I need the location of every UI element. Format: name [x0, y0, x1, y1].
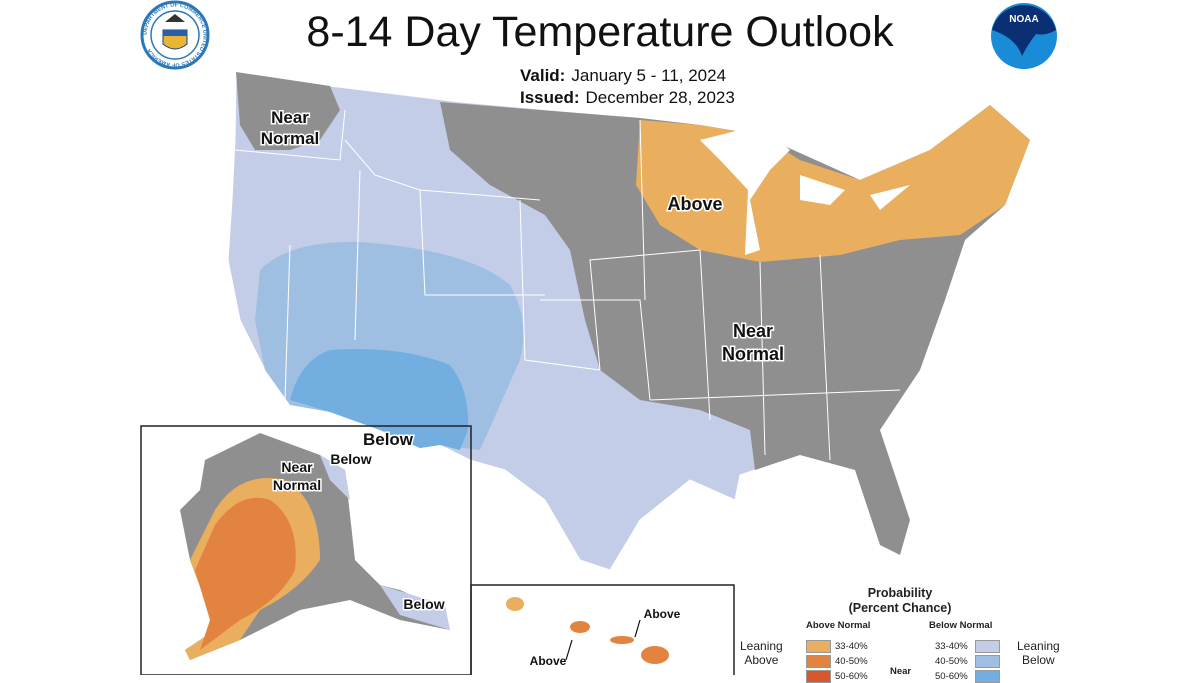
issued-date: Issued: December 28, 2023	[520, 88, 735, 108]
pct-below-50-60: 50-60%	[935, 671, 968, 682]
pct-above-40-50: 40-50%	[835, 656, 868, 667]
legend-above-header: Above Normal	[806, 620, 871, 631]
label-ak-normal: Normal	[273, 477, 321, 493]
hawaii-inset-frame	[470, 584, 735, 675]
issued-label: Issued:	[520, 88, 580, 107]
valid-value: January 5 - 11, 2024	[571, 66, 727, 85]
leaning-above-line2: Above	[744, 653, 779, 667]
hawaii-inset	[506, 597, 669, 664]
noaa-logo-text: NOAA	[1009, 14, 1038, 25]
pct-below-33-40: 33-40%	[935, 641, 968, 652]
alaska-inset-frame	[140, 425, 472, 675]
hawaii-label-leaders	[565, 619, 641, 661]
swatch-below-33-40	[975, 640, 1000, 653]
leaning-below-line1: Leaning	[1017, 639, 1060, 653]
swatch-above-40-50	[806, 655, 831, 668]
state-boundaries	[234, 109, 901, 461]
label-ak-near: Near	[281, 459, 313, 475]
pct-below-40-50: 40-50%	[935, 656, 968, 667]
pct-above-33-40: 33-40%	[835, 641, 868, 652]
swatch-above-50-60	[806, 670, 831, 683]
label-nw-normal: Normal	[261, 129, 320, 148]
swatch-below-40-50	[975, 655, 1000, 668]
region-near-normal-northwest	[236, 72, 340, 150]
pct-above-50-60: 50-60%	[835, 671, 868, 682]
swatch-below-50-60	[975, 670, 1000, 683]
valid-dates: Valid: January 5 - 11, 2024	[520, 66, 726, 86]
label-above-great-lakes: Above	[667, 194, 722, 214]
label-ak-below-southeast: Below	[403, 596, 444, 612]
legend-below-header: Below Normal	[929, 620, 993, 631]
legend-leaning-below: Leaning Below	[1017, 639, 1060, 667]
valid-label: Valid:	[520, 66, 566, 85]
page-title: 8-14 Day Temperature Outlook	[306, 8, 894, 56]
leaning-below-line2: Below	[1022, 653, 1055, 667]
alaska-inset	[180, 433, 450, 660]
label-hi-above-2: Above	[530, 654, 567, 668]
legend-leaning-above: Leaning Above	[740, 639, 783, 667]
label-nw-near: Near	[271, 108, 309, 127]
commerce-seal-logo: DEPARTMENT OF COMMERCE UNITED STATES OF …	[140, 0, 210, 70]
label-below-southwest: Below	[363, 430, 414, 449]
label-east-normal: Normal	[722, 344, 784, 364]
swatch-above-33-40	[806, 640, 831, 653]
great-lakes	[700, 125, 910, 255]
legend-title-2: (Percent Chance)	[848, 601, 952, 615]
legend-near-label: Near	[890, 666, 912, 677]
label-ak-below-north: Below	[330, 451, 371, 467]
legend-title-1: Probability	[867, 586, 933, 600]
leaning-above-line1: Leaning	[740, 639, 783, 653]
region-below-50-60	[290, 349, 469, 450]
region-leaning-above-northeast	[636, 105, 1030, 262]
issued-value: December 28, 2023	[585, 88, 735, 107]
label-east-near: Near	[733, 321, 773, 341]
label-hi-above-1: Above	[644, 607, 681, 621]
noaa-logo: NOAA	[991, 3, 1057, 69]
